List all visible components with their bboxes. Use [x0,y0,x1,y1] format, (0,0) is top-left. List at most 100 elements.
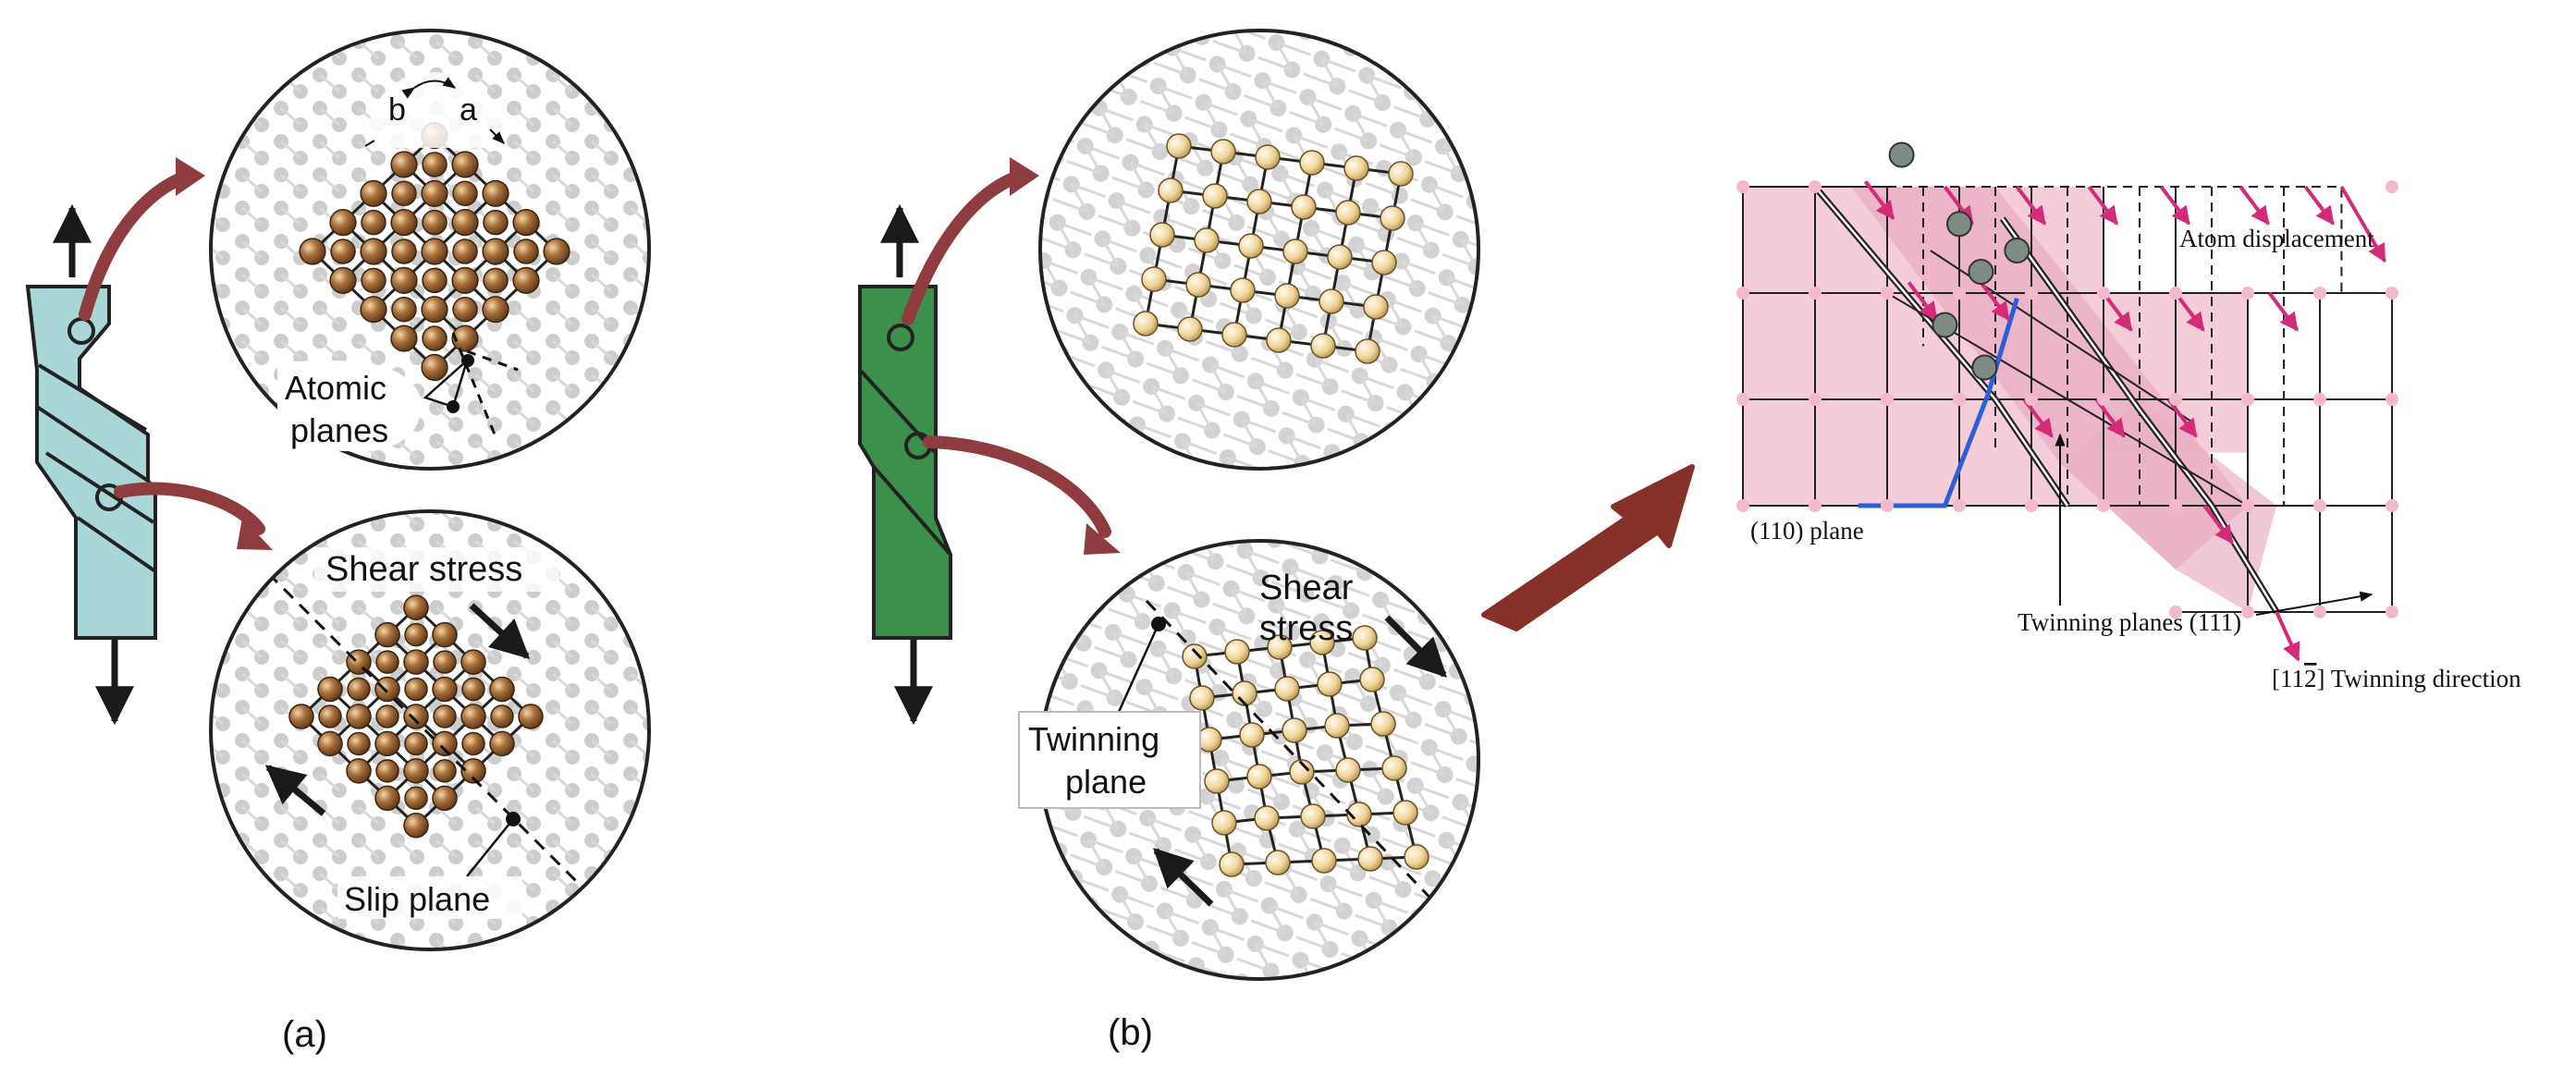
dashed-original [1887,186,2343,293]
atom [404,677,428,702]
twinning-planes-label: Twinning planes (111) [2018,608,2241,636]
atom [1210,139,1236,165]
atom [1355,338,1380,364]
displacement-arrow [2239,185,2270,226]
atom [433,650,457,674]
atom [1300,803,1326,829]
atom [404,731,428,756]
lattice-point [1736,287,1749,300]
atom [1299,150,1325,176]
atom [1282,239,1308,264]
displacement-arrow [2174,291,2205,332]
atom [360,179,387,207]
lattice-point [2386,287,2398,300]
atom [432,730,458,757]
atom [489,730,515,757]
atom [1185,272,1211,298]
shear-stress-label-b: stress [1259,609,1353,648]
atom [288,704,314,729]
lattice-point [1881,499,1894,512]
lattice-point [1736,499,1749,512]
atom [1343,155,1369,181]
atom [1149,222,1175,248]
spacing-label-b: b [388,92,406,128]
lattice-point [2169,287,2182,300]
atom [1392,800,1418,826]
displaced-atom [1968,259,1994,285]
twinning-plane-line [1145,599,1444,912]
atom [482,238,509,265]
atom-lattice [1133,133,1414,364]
displaced-atom [2004,238,2030,263]
atom [404,786,428,811]
atom [1133,311,1159,337]
atom [1166,133,1192,159]
lattice-circle-twinned-b: Shear stress Twinning plane [1018,539,1480,981]
atomic-plane-line [451,332,497,435]
atom [460,704,486,729]
twin-boundary-line [858,368,938,455]
atom [1404,844,1429,870]
atom [1319,288,1344,314]
atom [1282,717,1307,743]
atom [360,296,387,324]
atom [432,676,458,703]
atom [1224,639,1250,665]
lattice-circle-undeformed-b [1038,29,1480,471]
displacement-arrow [2202,504,2234,545]
atom [375,650,399,674]
panel-a: b a Atomic planes Shear stress [25,29,651,1055]
atom [422,152,448,178]
atom [1311,848,1337,874]
atom [1254,805,1280,831]
atom [299,238,326,265]
lattice-point [1953,393,1966,406]
atom [1359,667,1385,692]
atom [1266,327,1292,353]
displacement-arrow [2267,291,2299,332]
atom [374,785,400,812]
atom-lattice [288,594,544,839]
transition-arrow [1481,464,1695,631]
atom [1352,625,1378,651]
atom [374,621,400,648]
magnify-marker [887,324,914,351]
atom [482,296,509,324]
atom [421,179,448,207]
displacement-arrow [1979,281,2010,322]
panel-b: Shear stress Twinning plane (b) [858,29,1480,1053]
atom [317,676,343,703]
atom-displacement-label: Atom displacement [2179,225,2374,252]
atom [433,704,457,728]
twinning-plane [2139,409,2213,507]
atom [1239,722,1265,748]
twinning-plane [1814,186,1996,400]
twinning-plane [1993,398,2069,507]
atom [1324,713,1350,739]
displacement-arrow [2094,398,2126,438]
atom [391,180,417,207]
magnify-arrow-head [176,157,205,196]
atom [1381,755,1407,781]
atom [489,676,515,703]
twinning-plane-label: Twinning [1028,720,1159,758]
lattice-point [1809,499,1822,512]
magnify-arrow-head [237,518,273,550]
atom [1182,643,1208,669]
displacement-arrow [2015,185,2046,226]
lattice-point [2169,499,2182,512]
slip-line [35,405,150,483]
shear-arrow [1384,615,1447,678]
twinning-direction-label: [112] Twinning direction [2272,665,2521,692]
atom [329,209,357,237]
lattice-circle-slipped-a: Shear stress Slip plane [209,509,651,951]
lattice-point [2169,606,2182,618]
atom [1219,851,1245,877]
atom [390,324,418,352]
atom [1363,294,1389,320]
plane-110-label: (110) plane [1750,517,1864,545]
atom [1317,671,1343,697]
atom [1265,850,1291,875]
atom [518,704,544,729]
